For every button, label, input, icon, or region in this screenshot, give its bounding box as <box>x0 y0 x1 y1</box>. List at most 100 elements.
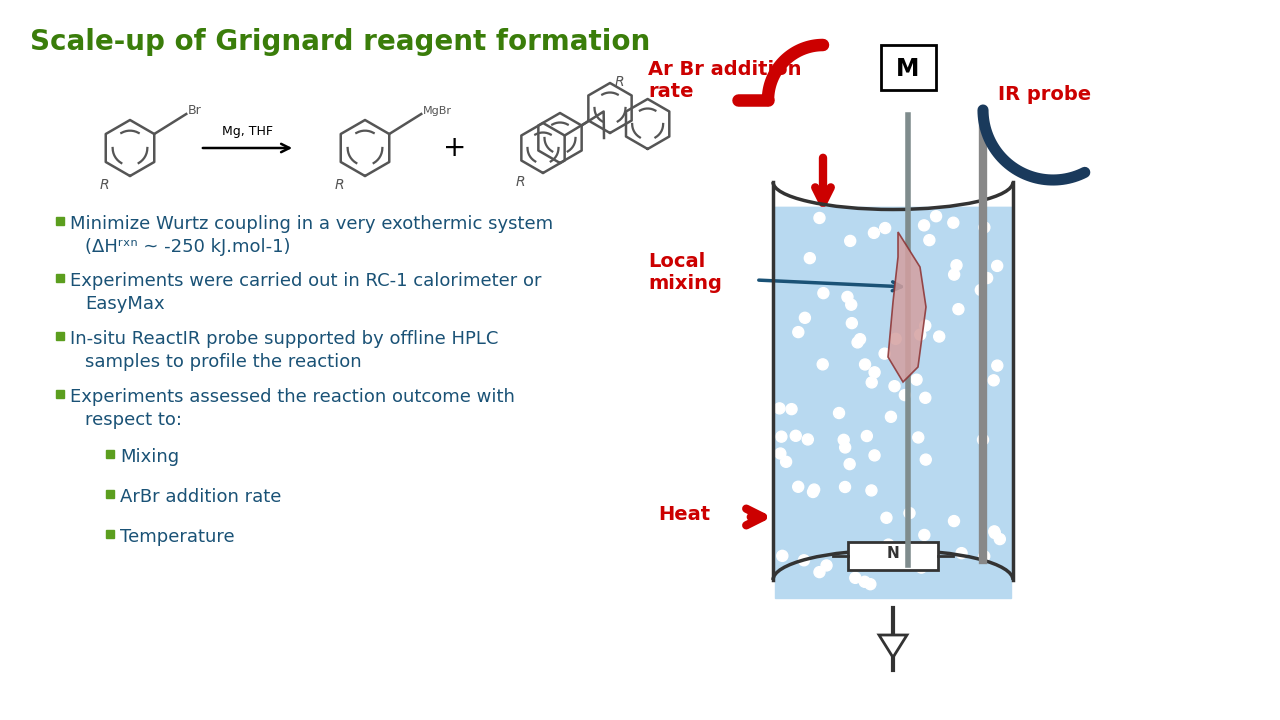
Circle shape <box>890 333 901 344</box>
Circle shape <box>911 374 922 385</box>
Circle shape <box>774 403 785 414</box>
Circle shape <box>916 562 927 573</box>
Circle shape <box>786 404 797 415</box>
Bar <box>106 490 114 498</box>
Bar <box>56 390 64 398</box>
Circle shape <box>881 513 892 523</box>
Circle shape <box>776 431 787 442</box>
Text: IR probe: IR probe <box>998 86 1091 104</box>
Text: samples to profile the reaction: samples to profile the reaction <box>84 353 362 371</box>
Circle shape <box>869 450 881 461</box>
Circle shape <box>800 312 810 323</box>
Circle shape <box>867 377 877 388</box>
Circle shape <box>886 411 896 423</box>
Circle shape <box>792 481 804 492</box>
Circle shape <box>861 431 873 441</box>
Circle shape <box>948 269 960 280</box>
Circle shape <box>833 408 845 418</box>
Circle shape <box>975 284 987 295</box>
Text: Ar Br addition
rate: Ar Br addition rate <box>648 60 801 101</box>
Circle shape <box>879 348 890 359</box>
Circle shape <box>840 482 850 492</box>
Circle shape <box>915 329 925 340</box>
Circle shape <box>951 260 963 271</box>
Circle shape <box>919 529 929 541</box>
Circle shape <box>852 337 863 348</box>
Text: +: + <box>443 134 467 162</box>
Bar <box>56 332 64 340</box>
Circle shape <box>838 434 849 446</box>
Text: Mixing: Mixing <box>120 448 179 466</box>
Circle shape <box>992 261 1002 271</box>
Circle shape <box>859 576 870 588</box>
Circle shape <box>790 431 801 441</box>
Circle shape <box>927 552 937 564</box>
Circle shape <box>988 375 1000 386</box>
Polygon shape <box>879 635 908 657</box>
Circle shape <box>840 442 851 453</box>
Circle shape <box>931 211 942 222</box>
Circle shape <box>792 327 804 338</box>
Circle shape <box>989 528 1000 539</box>
Circle shape <box>956 548 968 559</box>
Bar <box>881 45 936 90</box>
Circle shape <box>920 454 932 465</box>
Bar <box>106 450 114 458</box>
Circle shape <box>850 572 860 583</box>
Circle shape <box>883 539 893 550</box>
Bar <box>774 207 1011 598</box>
Text: Heat: Heat <box>658 505 710 524</box>
Circle shape <box>869 366 881 378</box>
Circle shape <box>919 220 929 231</box>
Text: R: R <box>335 178 344 192</box>
Text: M: M <box>896 57 920 81</box>
Circle shape <box>978 434 988 445</box>
Circle shape <box>818 287 829 299</box>
Bar <box>849 542 938 570</box>
Circle shape <box>804 253 815 264</box>
Circle shape <box>948 516 960 526</box>
Circle shape <box>982 273 992 284</box>
Circle shape <box>777 550 787 562</box>
Circle shape <box>947 217 959 228</box>
Circle shape <box>900 390 910 400</box>
Polygon shape <box>888 232 925 382</box>
Circle shape <box>933 331 945 342</box>
Text: Local
mixing: Local mixing <box>648 252 722 293</box>
Circle shape <box>842 292 852 302</box>
Text: R: R <box>614 75 625 89</box>
Circle shape <box>952 304 964 315</box>
Text: R: R <box>516 175 526 189</box>
Circle shape <box>846 300 856 310</box>
Circle shape <box>845 235 856 246</box>
Text: In-situ ReactIR probe supported by offline HPLC: In-situ ReactIR probe supported by offli… <box>70 330 498 348</box>
Circle shape <box>808 487 818 498</box>
Circle shape <box>890 381 900 392</box>
Text: Br: Br <box>188 104 202 117</box>
Circle shape <box>992 360 1002 371</box>
Circle shape <box>817 359 828 370</box>
Text: respect to:: respect to: <box>84 411 182 429</box>
Circle shape <box>979 222 989 233</box>
Circle shape <box>867 485 877 496</box>
Circle shape <box>855 333 865 345</box>
Circle shape <box>995 534 1005 544</box>
Circle shape <box>844 459 855 469</box>
Text: (ΔHʳˣⁿ ~ -250 kJ.mol-1): (ΔHʳˣⁿ ~ -250 kJ.mol-1) <box>84 238 291 256</box>
Text: Temperature: Temperature <box>120 528 234 546</box>
Circle shape <box>799 555 809 566</box>
Text: ArBr addition rate: ArBr addition rate <box>120 488 282 506</box>
Bar <box>56 217 64 225</box>
Bar <box>56 274 64 282</box>
Circle shape <box>988 526 1000 537</box>
Text: Minimize Wurtz coupling in a very exothermic system: Minimize Wurtz coupling in a very exothe… <box>70 215 553 233</box>
Circle shape <box>846 318 858 328</box>
Circle shape <box>913 432 924 443</box>
Circle shape <box>879 222 891 233</box>
Text: Mg, THF: Mg, THF <box>221 125 273 138</box>
Circle shape <box>920 392 931 403</box>
Circle shape <box>814 567 826 577</box>
Text: Experiments assessed the reaction outcome with: Experiments assessed the reaction outcom… <box>70 388 515 406</box>
Circle shape <box>868 228 879 238</box>
Circle shape <box>814 212 826 223</box>
